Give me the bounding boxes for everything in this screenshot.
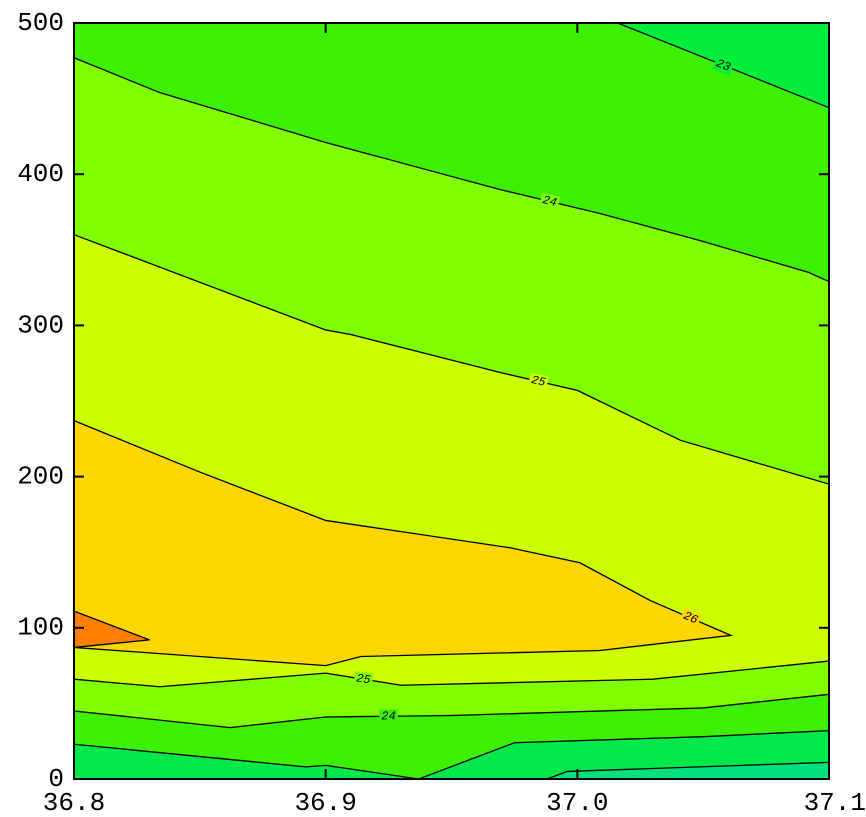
contour-line bbox=[73, 610, 150, 649]
contour-fill bbox=[74, 730, 829, 779]
contour-label: 25 bbox=[355, 671, 371, 687]
contour-label: 24 bbox=[381, 709, 396, 723]
x-tick-label: 36.8 bbox=[43, 788, 105, 817]
y-tick-label: 100 bbox=[17, 613, 64, 643]
x-tick-label: 37.0 bbox=[546, 788, 608, 817]
contour-fill bbox=[547, 762, 829, 779]
y-tick-label: 0 bbox=[48, 764, 64, 794]
contour-label-bg bbox=[712, 55, 735, 76]
x-tick-label: 37.1 bbox=[804, 788, 866, 817]
contour-fill bbox=[74, 420, 731, 666]
plot-frame bbox=[73, 22, 830, 780]
contour-label-bg bbox=[539, 192, 561, 211]
contour-label: 25 bbox=[530, 373, 547, 390]
y-tick-label: 500 bbox=[17, 8, 64, 38]
contour-label: 23 bbox=[714, 56, 733, 74]
contour-label: 24 bbox=[541, 193, 558, 210]
contour-line bbox=[73, 420, 734, 667]
contour-line bbox=[546, 761, 830, 780]
contour-label-bg bbox=[353, 671, 374, 688]
contour-label-bg bbox=[527, 372, 549, 391]
x-tick-label: 36.9 bbox=[294, 788, 356, 817]
y-tick-label: 200 bbox=[17, 461, 64, 491]
contour-line bbox=[73, 234, 830, 485]
contour-label-bg bbox=[679, 608, 702, 629]
contour-fill bbox=[74, 611, 150, 648]
y-tick-label: 400 bbox=[17, 159, 64, 189]
contour-label-bg bbox=[379, 709, 398, 724]
contour-label: 26 bbox=[681, 609, 700, 628]
y-tick-label: 300 bbox=[17, 310, 64, 340]
